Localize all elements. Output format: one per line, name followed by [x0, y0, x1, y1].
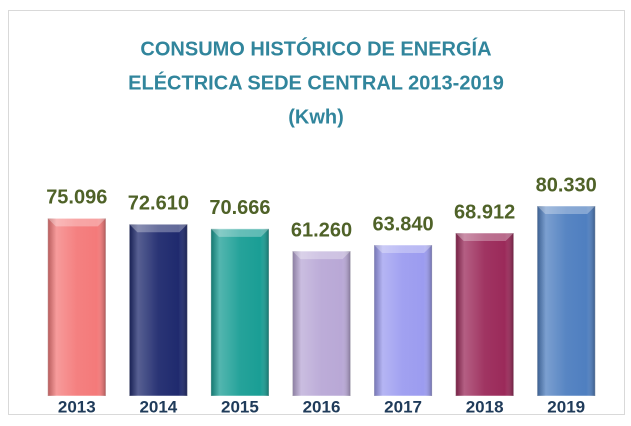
bar-shine: [210, 228, 269, 396]
value-label: 72.610: [128, 193, 189, 215]
value-label: 61.260: [291, 219, 352, 241]
value-label: 68.912: [454, 201, 515, 223]
bar-bevel: [537, 206, 596, 214]
value-label: 70.666: [209, 197, 270, 219]
x-tick-label: 2016: [303, 397, 341, 416]
bar-shine: [47, 218, 106, 396]
bar-shine: [537, 206, 596, 396]
x-tick-label: 2013: [58, 397, 96, 416]
value-label: 80.330: [536, 174, 597, 196]
bar-bevel: [210, 228, 269, 237]
x-tick-label: 2018: [466, 397, 504, 416]
x-tick-label: 2017: [384, 397, 422, 416]
bar-bevel: [374, 245, 433, 254]
x-tick-label: 2019: [547, 397, 585, 416]
value-label: 63.840: [372, 213, 433, 235]
bar-bevel: [292, 251, 351, 260]
x-tick-label: 2014: [139, 397, 177, 416]
chart-title: CONSUMO HISTÓRICO DE ENERGÍA: [140, 36, 491, 60]
bar-shine: [374, 245, 433, 396]
chart-title: ELÉCTRICA SEDE CENTRAL 2013-2019: [128, 71, 504, 94]
chart-title: (Kwh): [288, 106, 344, 128]
bar-bevel: [47, 218, 106, 227]
bar-bevel: [455, 233, 514, 242]
bar-bevel: [129, 224, 188, 233]
bar-shine: [455, 233, 514, 396]
bar-shine: [129, 224, 188, 396]
x-tick-label: 2015: [221, 397, 259, 416]
bar-shine: [292, 251, 351, 396]
value-label: 75.096: [46, 187, 107, 209]
